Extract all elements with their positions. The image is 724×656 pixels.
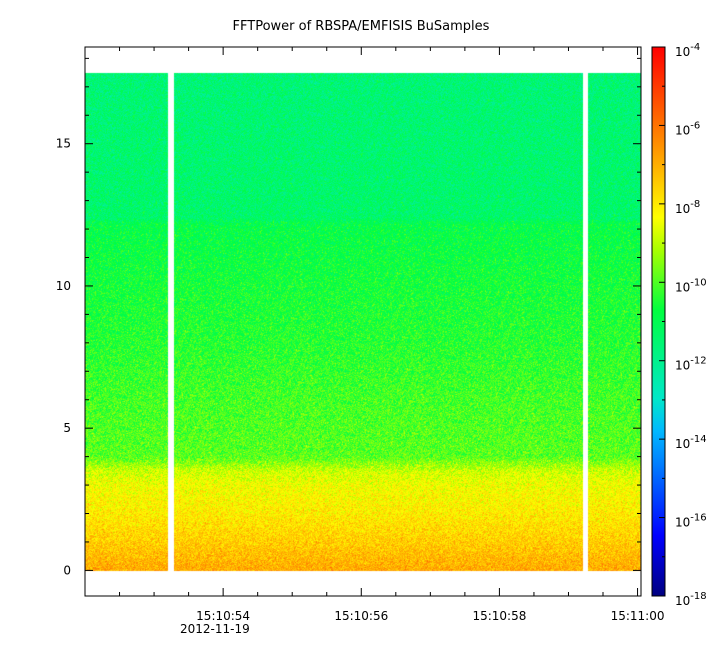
- colorbar-tick-exponent: -10: [690, 277, 706, 288]
- date-label: 2012-11-19: [180, 622, 250, 636]
- colorbar-tick-label: 10-10: [675, 277, 707, 294]
- chart-title: FFTPower of RBSPA/EMFISIS BuSamples: [233, 19, 490, 34]
- colorbar-tick-exponent: -4: [690, 42, 700, 53]
- colorbar-tick-label: 10-6: [675, 120, 700, 137]
- colorbar-tick-label: 10-16: [675, 513, 707, 530]
- x-tick-label: 15:10:56: [334, 609, 388, 623]
- x-tick-label: 15:10:54: [196, 609, 250, 623]
- y-tick-label: 10: [56, 279, 71, 293]
- y-tick-label: 15: [56, 137, 71, 151]
- x-tick-label: 15:11:00: [611, 609, 665, 623]
- x-axis: 15:10:54 15:10:56 15:10:58 15:11:00: [84, 47, 665, 623]
- colorbar-tick-exponent: -16: [690, 513, 706, 524]
- colorbar-tick-label: 10-14: [675, 434, 707, 451]
- colorbar-tick-exponent: -6: [690, 120, 700, 131]
- y-tick-label: 5: [63, 421, 71, 435]
- colorbar-tick-exponent: -8: [690, 199, 700, 210]
- plot-frame: [84, 46, 642, 597]
- y-axis: 0 5 10 15: [56, 57, 641, 577]
- colorbar-tick-label: 10-18: [675, 591, 707, 608]
- colorbar-tick-label: 10-12: [675, 356, 707, 373]
- y-tick-label: 0: [63, 563, 71, 577]
- spectrogram-image: [85, 47, 641, 596]
- colorbar-tick-label: 10-8: [675, 199, 700, 216]
- x-tick-label: 15:10:58: [472, 609, 526, 623]
- colorbar-tick-exponent: -12: [690, 356, 706, 367]
- colorbar-tick-label: 10-4: [675, 42, 700, 59]
- colorbar-axis: 10-4 10-6 10-8 10-10 10-12 10-14 10-16 10-18: [659, 42, 707, 608]
- colorbar-tick-exponent: -14: [690, 434, 706, 445]
- colorbar-tick-exponent: -18: [690, 591, 706, 602]
